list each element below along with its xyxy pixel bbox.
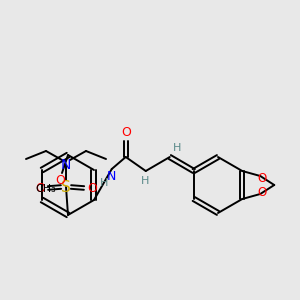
Text: O: O [55, 173, 65, 187]
Text: O: O [35, 182, 45, 194]
Text: S: S [61, 179, 71, 194]
Text: H: H [141, 176, 149, 186]
Text: N: N [107, 169, 116, 182]
Text: N: N [61, 158, 71, 172]
Text: O: O [87, 182, 97, 194]
Text: H: H [172, 143, 181, 153]
Text: H: H [100, 178, 108, 188]
Text: O: O [258, 172, 267, 184]
Text: O: O [258, 185, 267, 199]
Text: O: O [121, 127, 131, 140]
Text: CH₃: CH₃ [36, 184, 56, 194]
